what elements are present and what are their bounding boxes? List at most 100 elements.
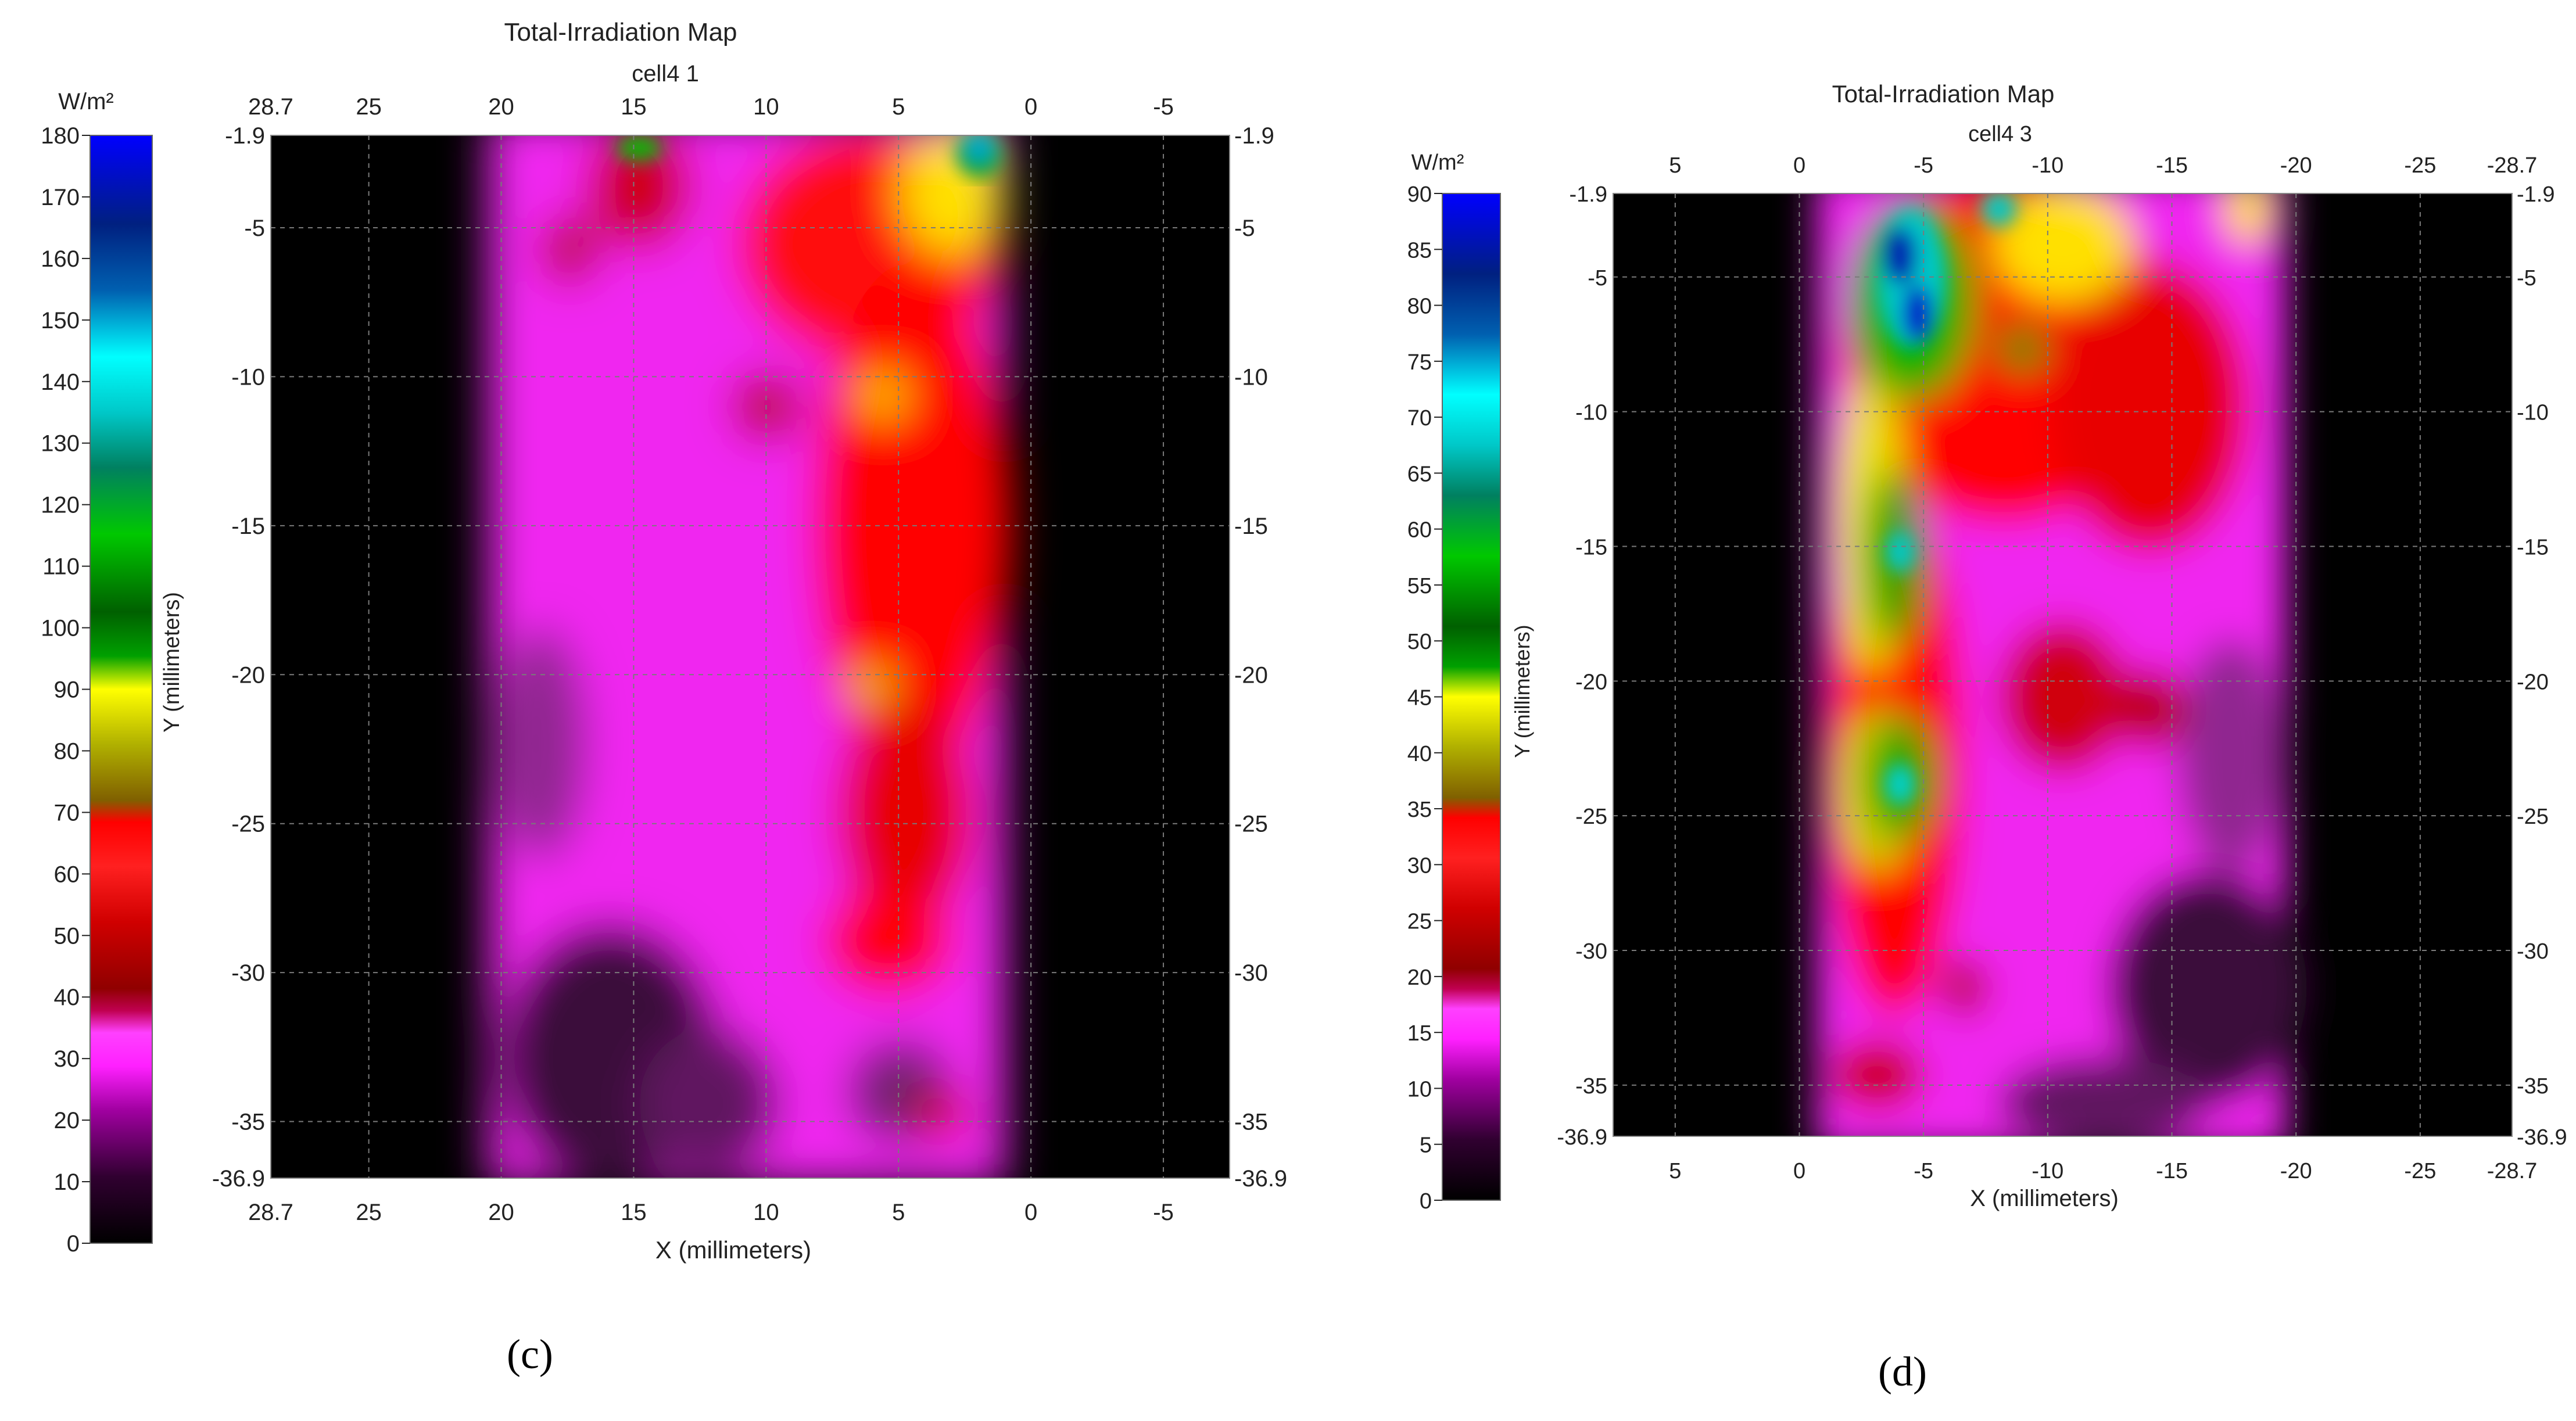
chart-c-grid [271, 135, 1230, 1178]
chart-d-ylabel: Y (millimeters) [1510, 625, 1534, 758]
chart-c-xtick-label-bottom: -5 [1153, 1200, 1174, 1225]
chart-c-ytick-label-left: -30 [231, 960, 265, 986]
chart-c-ytick-label-right: -36.9 [1234, 1166, 1287, 1192]
chart-c-colorbar-tick-label: 50 [54, 923, 80, 949]
chart-d-colorbar-tick-label: 35 [1407, 798, 1432, 822]
chart-c-title: Total-Irradiation Map [504, 18, 737, 46]
chart-d: Total-Irradiation Map cell4 3 W/m² 0 5 10 1… [1407, 80, 2567, 1214]
chart-c-ytick-label-right: -15 [1234, 514, 1268, 539]
chart-d-colorbar-tick-label: 75 [1407, 350, 1432, 375]
chart-d-heat-red [2051, 261, 2249, 552]
chart-c-ytick-label-right: -25 [1234, 812, 1268, 837]
chart-c-xtick-label-top: 25 [356, 94, 382, 120]
chart-c-subtitle: cell4 1 [632, 61, 699, 87]
chart-c-colorbar-tick-label: 90 [54, 677, 80, 703]
chart-c-ytick-label-right: -5 [1234, 216, 1255, 241]
chart-d-colorbar-tick-label: 30 [1407, 853, 1432, 878]
chart-c-ytick-label-left: -20 [231, 662, 265, 688]
chart-c: Total-Irradiation Map cell4 1 W/m² 0 10 20… [41, 18, 1287, 1264]
chart-c-colorbar-tick-label: 80 [54, 738, 80, 764]
chart-c-colorbar-tick-label: 40 [54, 985, 80, 1010]
chart-c-xtick-label-bottom: 28.7 [248, 1200, 293, 1225]
chart-d-colorbar-tick-label: 15 [1407, 1021, 1432, 1046]
chart-c-heat-red [837, 697, 976, 930]
chart-c-colorbar-tick-label: 140 [41, 369, 80, 395]
caption-d: (d) [1878, 1348, 1927, 1395]
chart-d-heat-cyan [1885, 763, 1915, 805]
chart-c-colorbar-tick-label: 110 [42, 554, 80, 580]
chart-c-colorbar-tick-label: 120 [41, 493, 80, 518]
chart-d-xtick-label-top: -28.7 [2487, 153, 2538, 178]
chart-c-ytick-label-right: -10 [1234, 364, 1268, 390]
chart-d-xtick-label-top: -5 [1914, 153, 1933, 178]
chart-c-heat-dark [639, 1028, 779, 1178]
chart-c-xtick-label-bottom: 5 [892, 1200, 905, 1225]
chart-d-colorbar-tick-label: 45 [1407, 686, 1432, 710]
chart-d-plot-frame [1613, 193, 2513, 1137]
chart-c-xtick-label-bottom: 10 [753, 1200, 779, 1225]
chart-c-colorbar-tick-label: 160 [41, 246, 80, 272]
chart-d-xtick-label-bottom: -15 [2156, 1159, 2188, 1183]
chart-d-ytick-label-left: -25 [1575, 805, 1607, 829]
chart-d-colorbar-tick-label: 70 [1407, 406, 1432, 430]
chart-c-xtick-label-top: 10 [753, 94, 779, 120]
chart-d-ytick-label-right: -10 [2517, 401, 2549, 425]
chart-c-plot-frame [270, 135, 1230, 1179]
chart-c-xtick-label-top: 15 [621, 94, 647, 120]
chart-d-ytick-label-right: -30 [2517, 939, 2549, 964]
chart-d-xtick-label-bottom: 0 [1793, 1159, 1805, 1183]
chart-c-colorbar-tick-label: 20 [54, 1108, 80, 1133]
chart-c-xtick-label-bottom: 15 [621, 1200, 647, 1225]
chart-d-colorbar-tick-label: 20 [1407, 966, 1432, 990]
chart-c-colorbar: W/m² 0 10 20 30 40 50 60 70 80 90 100 110 120 130 140 1… [41, 89, 153, 1257]
chart-c-colorbar-tick-label: 0 [67, 1231, 80, 1257]
chart-d-heat-red [1999, 622, 2127, 773]
chart-d-colorbar-tick-label: 65 [1407, 462, 1432, 486]
chart-d-colorbar-tick-label: 50 [1407, 630, 1432, 654]
chart-c-ytick-label-left: -5 [244, 216, 265, 241]
chart-c-xtick-label-bottom: 20 [488, 1200, 514, 1225]
chart-d-colorbar-tick-label: 10 [1407, 1077, 1432, 1101]
chart-c-heatmap [488, 135, 1011, 1178]
chart-c-heat-yellow [860, 372, 907, 418]
chart-d-ytick-label-left: -5 [1588, 266, 1607, 290]
chart-d-colorbar-tick-label: 0 [1420, 1189, 1432, 1214]
chart-c-colorbar-tick-label: 170 [41, 185, 80, 210]
chart-c-colorbar-unit: W/m² [58, 89, 114, 114]
chart-c-xtick-label-top: 5 [892, 94, 905, 120]
chart-d-xtick-label-bottom: 5 [1669, 1159, 1681, 1183]
chart-d-ytick-label-left: -30 [1575, 939, 1607, 964]
chart-d-colorbar-tick-label: 25 [1407, 910, 1432, 934]
chart-c-colorbar-tick-label: 130 [41, 431, 80, 457]
chart-d-heat-yellow [1993, 193, 2133, 302]
chart-c-xtick-label-bottom: 0 [1024, 1200, 1037, 1225]
chart-d-ytick-label-right: -35 [2517, 1074, 2549, 1099]
chart-d-title: Total-Irradiation Map [1832, 80, 2055, 107]
chart-c-colorbar-tick-label: 150 [41, 308, 80, 333]
chart-d-ytick-label-right: -15 [2517, 535, 2549, 559]
chart-d-colorbar-unit: W/m² [1411, 150, 1464, 175]
chart-d-ytick-label-right: -25 [2517, 805, 2549, 829]
chart-c-ytick-label-left: -36.9 [212, 1166, 265, 1192]
chart-d-ytick-label-right: -5 [2517, 266, 2536, 290]
chart-c-colorbar-tick-label: 180 [41, 123, 80, 149]
chart-c-colorbar-tick-label: 30 [54, 1046, 80, 1072]
chart-d-ytick-label-left: -10 [1575, 401, 1607, 425]
chart-c-ytick-label-left: -10 [231, 364, 265, 390]
chart-c-heat-red [540, 215, 599, 285]
chart-d-xtick-label-top: 0 [1793, 153, 1805, 178]
chart-c-plot-area [270, 135, 1230, 1179]
chart-d-heat-blue [1903, 285, 1933, 343]
chart-c-heat-red [732, 372, 802, 442]
chart-d-xtick-label-bottom: -25 [2404, 1159, 2436, 1183]
chart-d-colorbar-gradient [1442, 193, 1501, 1201]
chart-c-heat-blue [973, 142, 985, 154]
chart-c-ytick-label-left: -35 [231, 1110, 265, 1135]
chart-d-ytick-label-right: -1.9 [2517, 182, 2554, 207]
chart-d-heat-dark [2179, 639, 2284, 871]
chart-d-xtick-label-top: -20 [2280, 153, 2312, 178]
chart-c-colorbar-ticks: 0 10 20 30 40 50 60 70 80 90 100 110 120 130 140 150 160… [41, 123, 90, 1257]
chart-d-subtitle: cell4 3 [1968, 122, 2032, 146]
chart-d-ytick-label-right: -36.9 [2517, 1125, 2567, 1150]
chart-d-heat-cyan [1982, 193, 2016, 227]
